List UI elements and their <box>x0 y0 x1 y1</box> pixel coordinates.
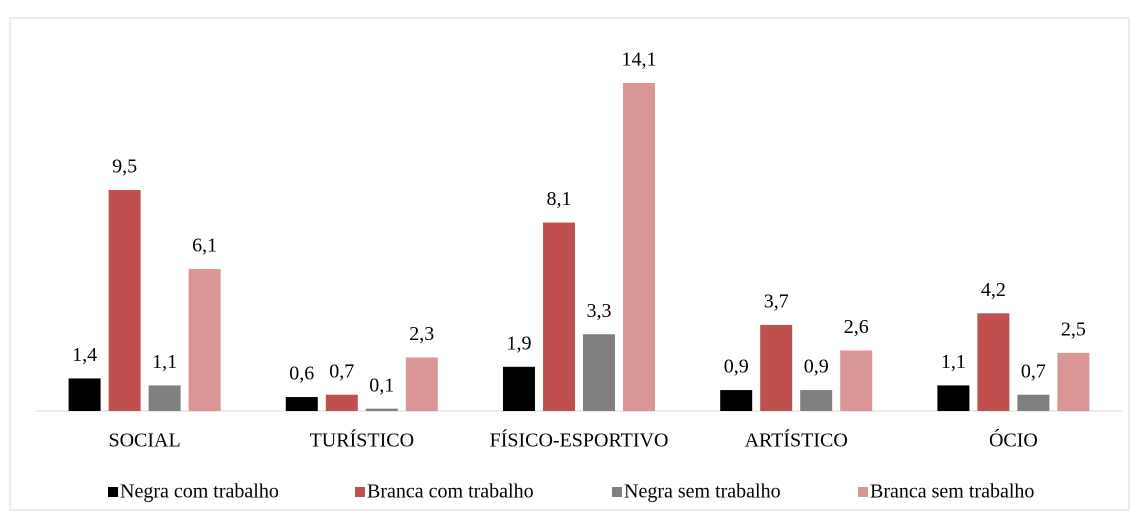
bar <box>977 313 1010 411</box>
data-label: 1,9 <box>507 332 532 354</box>
bar <box>1017 394 1050 411</box>
data-label: 3,3 <box>587 300 612 322</box>
data-label: 0,7 <box>329 360 354 382</box>
bar <box>1057 352 1090 411</box>
data-label: 0,9 <box>804 356 829 378</box>
data-label: 1,4 <box>72 344 97 366</box>
x-tick-label: FÍSICO-ESPORTIVO <box>490 429 669 452</box>
bar <box>623 83 655 411</box>
data-label: 14,1 <box>622 49 657 71</box>
bar <box>108 190 141 411</box>
bar <box>325 394 358 411</box>
data-label: 0,6 <box>289 363 314 385</box>
legend-swatch <box>355 487 365 497</box>
bar <box>365 408 398 411</box>
x-tick-label: TURÍSTICO <box>310 429 414 452</box>
legend-swatch <box>858 487 868 497</box>
data-label: 8,1 <box>547 188 572 210</box>
x-tick-label: ARTÍSTICO <box>745 429 848 452</box>
x-tick-label: ÓCIO <box>989 428 1038 452</box>
bar <box>68 378 101 411</box>
bar <box>840 350 873 411</box>
data-label: 2,5 <box>1061 318 1086 340</box>
bar <box>937 385 970 411</box>
data-label: 0,1 <box>369 374 394 396</box>
legend-label: Negra sem trabalho <box>624 481 781 503</box>
data-label: 4,2 <box>981 279 1006 301</box>
legend-swatch <box>612 487 622 497</box>
bar <box>148 385 181 411</box>
legend-swatch <box>108 487 118 497</box>
data-label: 0,7 <box>1021 360 1046 382</box>
legend-label: Negra com trabalho <box>120 481 279 503</box>
data-label: 9,5 <box>112 156 137 178</box>
bar <box>720 390 753 411</box>
legend-label: Branca com trabalho <box>367 481 534 503</box>
bar <box>503 366 535 411</box>
data-label: 3,7 <box>764 291 789 313</box>
data-label: 1,1 <box>152 351 177 373</box>
data-label: 0,9 <box>724 356 749 378</box>
bar <box>285 397 318 411</box>
data-label: 2,6 <box>844 316 869 338</box>
bar <box>583 334 615 411</box>
bar <box>543 222 575 411</box>
x-tick-label: SOCIAL <box>108 430 180 452</box>
data-label: 2,3 <box>409 323 434 345</box>
bar <box>188 269 221 411</box>
bar <box>800 390 833 411</box>
bar <box>405 357 438 411</box>
bar <box>760 324 793 411</box>
data-label: 6,1 <box>192 235 217 257</box>
data-label: 1,1 <box>941 351 966 373</box>
legend-label: Branca sem trabalho <box>870 481 1034 503</box>
